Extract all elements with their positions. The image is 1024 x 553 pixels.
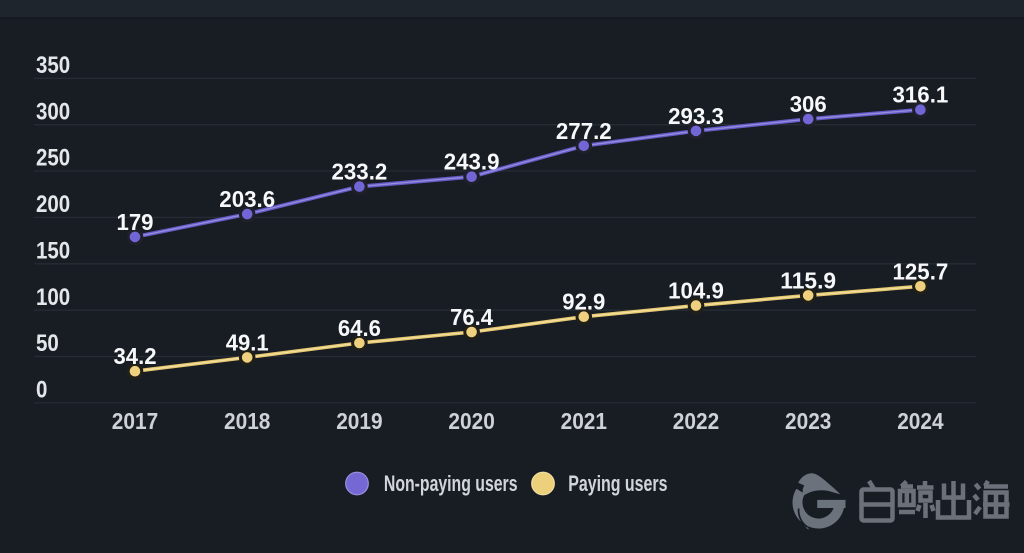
svg-text:2017: 2017 xyxy=(112,408,158,434)
svg-text:2023: 2023 xyxy=(785,408,831,434)
svg-text:2021: 2021 xyxy=(561,408,608,434)
svg-text:0: 0 xyxy=(36,377,47,404)
svg-text:316.1: 316.1 xyxy=(893,82,949,108)
svg-text:2020: 2020 xyxy=(448,408,494,434)
svg-text:2019: 2019 xyxy=(336,408,382,434)
svg-text:76.4: 76.4 xyxy=(450,304,493,330)
svg-text:150: 150 xyxy=(36,238,70,265)
svg-text:306: 306 xyxy=(790,91,827,117)
svg-text:200: 200 xyxy=(36,191,70,218)
svg-text:300: 300 xyxy=(36,98,70,125)
svg-text:277.2: 277.2 xyxy=(556,118,612,144)
svg-text:92.9: 92.9 xyxy=(562,289,605,315)
svg-text:2022: 2022 xyxy=(673,408,719,434)
svg-text:2018: 2018 xyxy=(224,408,271,434)
svg-text:115.9: 115.9 xyxy=(780,267,836,293)
svg-text:203.6: 203.6 xyxy=(219,186,275,212)
svg-text:350: 350 xyxy=(36,52,70,79)
svg-text:100: 100 xyxy=(36,284,70,311)
svg-text:49.1: 49.1 xyxy=(226,329,269,355)
svg-text:2024: 2024 xyxy=(897,408,944,434)
svg-text:Paying users: Paying users xyxy=(568,471,667,496)
svg-text:50: 50 xyxy=(36,330,59,357)
svg-text:250: 250 xyxy=(36,145,70,172)
svg-text:34.2: 34.2 xyxy=(114,343,157,369)
svg-text:243.9: 243.9 xyxy=(444,149,500,175)
svg-text:Non-paying users: Non-paying users xyxy=(384,471,518,496)
svg-text:104.9: 104.9 xyxy=(668,278,724,304)
svg-text:179: 179 xyxy=(117,209,154,235)
svg-text:125.7: 125.7 xyxy=(893,258,949,284)
svg-text:233.2: 233.2 xyxy=(332,159,388,185)
svg-text:64.6: 64.6 xyxy=(338,315,381,341)
svg-text:293.3: 293.3 xyxy=(668,103,724,129)
